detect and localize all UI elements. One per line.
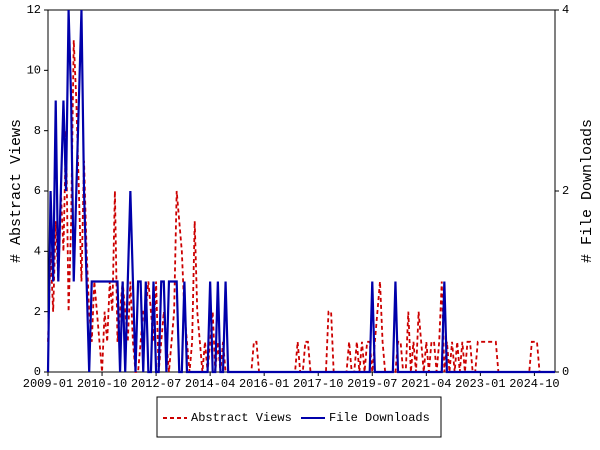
x-tick-label: 2014-04 <box>185 377 235 391</box>
data-line <box>46 9 555 374</box>
y-tick-label: 4 <box>34 245 41 259</box>
x-tick-label: 2021-04 <box>401 377 451 391</box>
y2-axis-title: # File Downloads <box>579 119 596 263</box>
x-tick-label: 2009-01 <box>23 377 73 391</box>
y2-tick-label: 0 <box>562 365 569 379</box>
y-tick-label: 0 <box>34 365 41 379</box>
legend-label: File Downloads <box>329 411 430 425</box>
y-tick-label: 10 <box>27 64 41 78</box>
y2-tick-label: 2 <box>562 184 569 198</box>
y-tick-label: 2 <box>34 305 41 319</box>
legend-box <box>156 396 442 438</box>
legend-label: Abstract Views <box>191 411 292 425</box>
x-tick-label: 2023-01 <box>455 377 505 391</box>
x-tick-label: 2012-07 <box>131 377 181 391</box>
y-tick-label: 12 <box>27 3 41 17</box>
x-tick-label: 2024-10 <box>509 377 559 391</box>
y-tick-label: 6 <box>34 184 41 198</box>
x-tick-label: 2010-10 <box>77 377 127 391</box>
y-tick-label: 8 <box>34 124 41 138</box>
y2-tick-label: 4 <box>562 3 569 17</box>
y-axis-title: # Abstract Views <box>8 119 25 263</box>
x-tick-label: 2017-10 <box>293 377 343 391</box>
x-tick-label: 2016-01 <box>239 377 289 391</box>
x-tick-label: 2019-07 <box>347 377 397 391</box>
